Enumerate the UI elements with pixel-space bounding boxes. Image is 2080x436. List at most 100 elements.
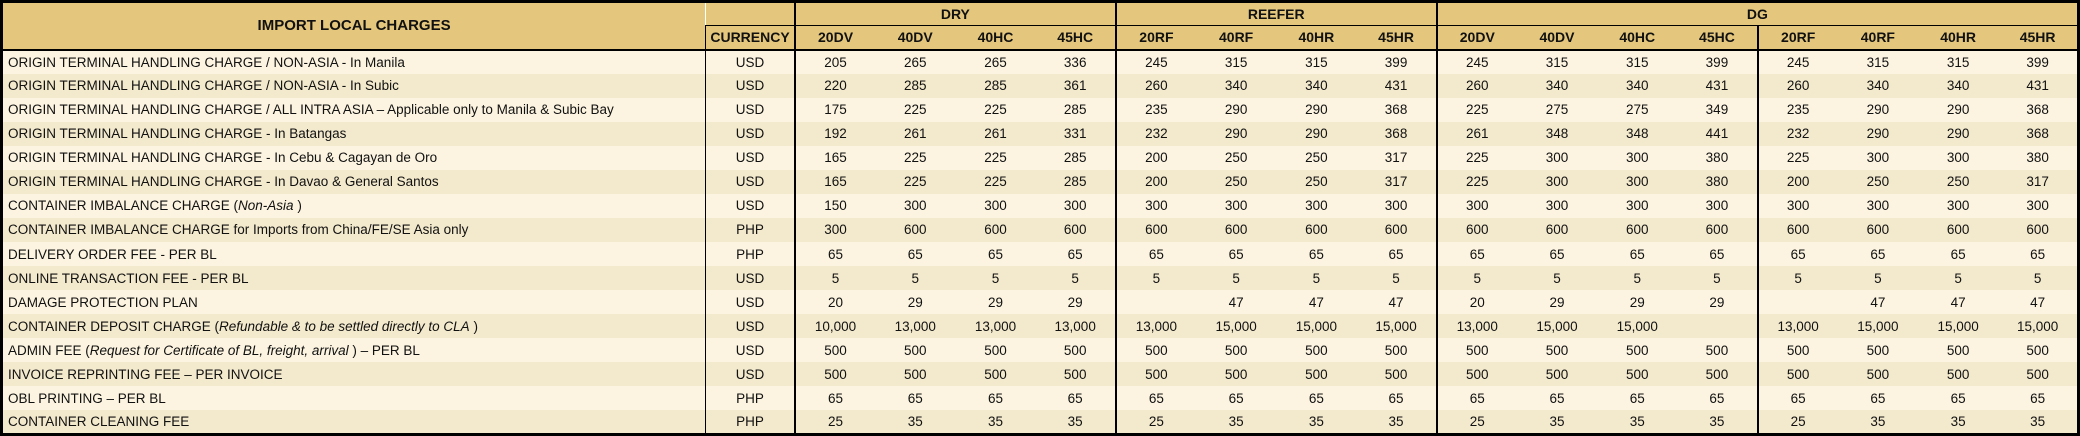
value-cell: 65 xyxy=(1549,390,1565,406)
value-cell: 235 xyxy=(1114,97,1197,122)
currency-cell: USD xyxy=(705,97,796,122)
value-cell: 225 xyxy=(903,102,927,118)
currency-cell: USD xyxy=(705,338,796,363)
value-cell: 500 xyxy=(1946,366,1970,382)
currency-cell: PHP xyxy=(705,217,796,242)
charge-name-cell: CONTAINER CLEANING FEE xyxy=(2,410,706,434)
value-cell: 225 xyxy=(1435,145,1517,170)
value-cell: 500 xyxy=(1114,338,1197,363)
value-cell xyxy=(1677,314,1757,338)
charge-name-text: CONTAINER IMBALANCE CHARGE for Imports f… xyxy=(8,222,469,238)
value-cell: 65 xyxy=(1228,390,1244,406)
column-header-reefer-45hr: 45HR xyxy=(1356,25,1437,51)
charge-name-cell: ORIGIN TERMINAL HANDLING CHARGE - In Dav… xyxy=(2,170,706,194)
value-cell: 35 xyxy=(1388,414,1404,430)
value-cell: 399 xyxy=(2026,54,2049,70)
value-cell: 5 xyxy=(1553,270,1561,286)
value-cell: 361 xyxy=(1063,78,1087,94)
value-cell: 349 xyxy=(1705,102,1729,118)
table-row: INVOICE REPRINTING FEE – PER INVOICE USD 5… xyxy=(1,362,2079,387)
charge-name-cell: DELIVERY ORDER FEE - PER BL xyxy=(2,242,706,266)
value-cell: 600 xyxy=(903,222,927,238)
charge-name-text: CONTAINER DEPOSIT CHARGE ( xyxy=(8,318,220,334)
group-header-row: IMPORT LOCAL CHARGES DRY REEFER DG xyxy=(1,1,2079,51)
table-row: CONTAINER IMBALANCE CHARGE (Non-Asia ) US… xyxy=(1,193,2079,218)
value-cell: 65 xyxy=(1756,386,1838,411)
value-cell xyxy=(1756,290,1838,315)
value-cell: 500 xyxy=(1756,362,1838,387)
value-cell: 65 xyxy=(907,246,923,262)
value-cell: 13,000 xyxy=(1756,314,1838,339)
value-cell: 35 xyxy=(2030,414,2046,430)
value-cell: 500 xyxy=(1705,366,1729,382)
value-cell: 65 xyxy=(1709,246,1725,262)
table-row: ONLINE TRANSACTION FEE - PER BL USD 5 5 5 5 5 5… xyxy=(1,266,2079,291)
value-cell: 5 xyxy=(1232,270,1240,286)
value-cell: 500 xyxy=(1866,366,1890,382)
value-cell: 35 xyxy=(907,414,923,430)
value-cell: 35 xyxy=(1067,414,1083,430)
value-cell: 300 xyxy=(1545,150,1569,166)
value-cell: 15,000 xyxy=(1857,318,1899,334)
value-cell: 35 xyxy=(1950,414,1966,430)
value-cell: 290 xyxy=(1305,102,1328,118)
column-header-reefer-40rf: 40RF xyxy=(1196,25,1277,51)
value-cell: 15,000 xyxy=(2016,318,2059,334)
charge-name-text: ONLINE TRANSACTION FEE - PER BL xyxy=(8,270,249,286)
currency-header-spacer xyxy=(705,1,796,26)
value-cell: 500 xyxy=(1435,338,1517,363)
value-cell: 10,000 xyxy=(793,314,876,339)
value-cell: 5 xyxy=(1633,270,1641,286)
value-cell: 431 xyxy=(1705,78,1729,94)
value-cell: 35 xyxy=(1709,414,1725,430)
value-cell: 500 xyxy=(2026,366,2049,382)
value-cell: 150 xyxy=(793,193,876,218)
value-cell: 5 xyxy=(793,266,876,291)
value-cell xyxy=(1114,290,1197,315)
value-cell: 35 xyxy=(1308,414,1324,430)
value-cell: 600 xyxy=(1114,217,1197,242)
value-cell: 317 xyxy=(1384,174,1408,190)
value-cell: 165 xyxy=(793,145,876,170)
value-cell: 5 xyxy=(1874,270,1882,286)
value-cell: 5 xyxy=(991,270,1000,286)
charge-name-cell: INVOICE REPRINTING FEE – PER INVOICE xyxy=(2,362,706,386)
value-cell: 192 xyxy=(793,121,876,146)
value-cell: 300 xyxy=(1625,198,1649,214)
value-cell: 65 xyxy=(793,386,876,411)
charge-name-text: ORIGIN TERMINAL HANDLING CHARGE - In Bat… xyxy=(8,126,347,142)
charge-name-text: DAMAGE PROTECTION PLAN xyxy=(8,294,198,310)
value-cell: 500 xyxy=(984,342,1007,358)
value-cell: 13,000 xyxy=(1435,314,1517,339)
value-cell: 5 xyxy=(2033,270,2042,286)
value-cell: 205 xyxy=(793,49,876,74)
value-cell: 600 xyxy=(2026,222,2049,238)
value-cell: 265 xyxy=(984,54,1007,70)
value-cell: 65 xyxy=(793,242,876,267)
charge-name-italic-text: Request for Certificate of BL, freight, … xyxy=(89,342,349,358)
value-cell: 35 xyxy=(1629,414,1645,430)
value-cell: 35 xyxy=(1870,414,1886,430)
value-cell: 65 xyxy=(1388,390,1404,406)
value-cell: 235 xyxy=(1756,97,1838,122)
value-cell: 500 xyxy=(1063,342,1087,358)
column-header-row: CURRENCY 20DV 40DV 40HC 45HC 20RF 40RF 4… xyxy=(2,25,2079,51)
column-header-dry-20dv: 20DV xyxy=(793,25,876,51)
value-cell: 260 xyxy=(1114,73,1197,98)
charge-name-italic-text: Non-Asia xyxy=(238,198,294,214)
value-cell: 300 xyxy=(1756,193,1838,218)
value-cell: 35 xyxy=(987,414,1003,430)
column-header-dg-40rf: 40RF xyxy=(1837,25,1918,51)
value-cell: 200 xyxy=(1756,169,1838,194)
currency-cell: USD xyxy=(705,169,796,194)
value-cell: 300 xyxy=(1384,198,1408,214)
value-cell: 225 xyxy=(984,174,1007,190)
value-cell: 600 xyxy=(1625,222,1649,238)
group-header-dry: DRY xyxy=(793,1,1116,26)
charge-name-text: ) – PER BL xyxy=(348,342,420,358)
column-header-dg-20rf: 20RF xyxy=(1756,25,1838,51)
charges-table-body: ORIGIN TERMINAL HANDLING CHARGE / NON-AS… xyxy=(1,49,2079,435)
column-header-dry-40hc: 40HC xyxy=(955,25,1036,51)
charge-name-text: ADMIN FEE ( xyxy=(8,342,90,358)
